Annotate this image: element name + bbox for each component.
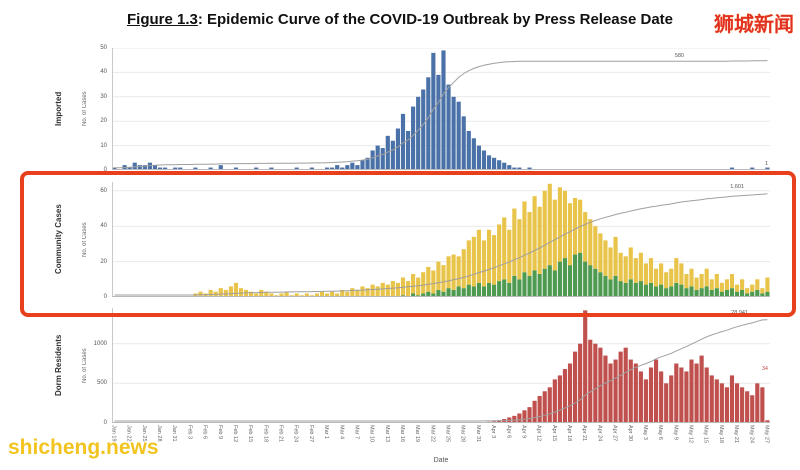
x-tick-label: Mar 25 (444, 425, 451, 443)
figure-title: Figure 1.3: Epidemic Curve of the COVID-… (0, 11, 800, 28)
figure-title-text: : Epidemic Curve of the COVID-19 Outbrea… (197, 11, 674, 28)
panel-community: Community Cases No. of Cases 0 20 40 60 1,6… (0, 182, 800, 300)
x-axis-title: Date (433, 457, 449, 464)
x-tick-label: May 9 (672, 425, 679, 440)
x-tick-label: Feb 27 (307, 425, 314, 443)
y-tick-label: 20 (100, 258, 107, 265)
x-tick-label: Apr 24 (596, 425, 603, 442)
x-tick-label: May 18 (717, 425, 724, 444)
y-tick-label: 0 (103, 420, 107, 426)
y-tick-label: 30 (100, 93, 107, 100)
x-tick-label: Mar 22 (429, 425, 436, 443)
panel-dorm-cumulative-label: 28,941 (731, 310, 748, 316)
x-tick-label: Mar 13 (383, 425, 390, 443)
x-tick-label: Mar 7 (353, 425, 360, 440)
x-tick-label: Jan 31 (171, 425, 178, 442)
x-tick-label: Feb 3 (186, 425, 193, 440)
x-tick-label: Apr 30 (626, 425, 633, 442)
x-tick-label: Jan 25 (140, 425, 147, 442)
panel-dorm: Dorm Residents No. of Cases 0 500 1000 28,… (0, 308, 800, 426)
panel-dorm-title: Dorm Residents (54, 334, 63, 397)
panel-imported-end-label: 1 (764, 161, 768, 167)
x-tick-label: May 27 (763, 425, 770, 444)
panel-imported-cumulative-label: 580 (674, 53, 684, 59)
x-tick-label: May 6 (657, 425, 664, 440)
panel-dorm-yticks: 0 500 1000 (90, 308, 109, 426)
x-tick-label: Mar 4 (338, 425, 345, 440)
x-tick-label: Feb 15 (247, 425, 254, 443)
x-tick-label: Feb 18 (262, 425, 269, 443)
x-tick-label: May 24 (748, 425, 755, 444)
x-tick-label: Feb 24 (292, 425, 299, 443)
panel-dorm-plot: 28,941 34 (112, 308, 770, 423)
panel-community-yticks: 0 20 40 60 (90, 182, 109, 300)
x-tick-label: Mar 31 (474, 425, 481, 443)
x-tick-label: May 15 (702, 425, 709, 444)
panel-imported-bars (112, 48, 770, 170)
y-tick-label: 40 (100, 69, 107, 76)
panel-community-plot: 1,601 (112, 182, 770, 297)
x-tick-label: Apr 27 (611, 425, 618, 442)
x-tick-label: Mar 19 (414, 425, 421, 443)
figure-number: Figure 1.3 (126, 11, 198, 28)
y-tick-label: 50 (100, 45, 107, 51)
panel-community-bars (112, 182, 770, 297)
panel-imported-yticks: 0 10 20 30 40 50 (90, 45, 109, 173)
x-tick-label: Feb 12 (232, 425, 238, 443)
panel-imported: Imported No. of Cases 0 10 20 30 40 50 580 1 (0, 45, 800, 173)
x-tick-label: Apr 21 (581, 425, 588, 442)
panel-dorm-bars (112, 308, 770, 423)
x-tick-label: Feb 6 (201, 425, 208, 440)
panel-community-cumulative-label: 1,601 (730, 184, 744, 190)
x-tick-label: Jan 22 (125, 425, 132, 442)
x-tick-label: Apr 18 (566, 425, 572, 442)
panel-dorm-end-label: 34 (761, 366, 768, 372)
x-tick-label: Apr 6 (505, 425, 512, 439)
panel-imported-title: Imported (54, 91, 63, 127)
x-tick-label: Mar 16 (399, 425, 405, 443)
y-tick-label: 40 (100, 223, 107, 230)
panel-community-title: Community Cases (54, 204, 63, 275)
panel-imported-plot: 580 1 (112, 48, 770, 170)
watermark-site-logo: 狮城新闻 (714, 14, 794, 36)
x-tick-label: Mar 28 (459, 425, 466, 443)
y-tick-label: 20 (100, 118, 107, 125)
x-tick-label: Feb 9 (216, 425, 223, 440)
x-axis-tick-labels: Jan 19 Jan 22 Jan 25 Jan 28 Jan 31 Feb 3 Feb 6… (110, 424, 770, 458)
x-tick-label: Apr 3 (490, 425, 497, 439)
y-tick-label: 1000 (93, 340, 107, 347)
x-tick-label: Mar 1 (323, 425, 330, 440)
x-tick-label: Apr 15 (550, 425, 557, 442)
x-tick-label: Feb 21 (277, 425, 284, 443)
y-tick-label: 500 (96, 380, 107, 387)
x-tick-label: May 3 (642, 425, 648, 440)
x-tick-label: May 12 (687, 425, 694, 444)
y-tick-label: 10 (100, 142, 107, 149)
x-tick-label: Jan 19 (110, 425, 117, 442)
y-tick-label: 0 (103, 167, 107, 173)
x-tick-label: May 21 (733, 425, 740, 444)
watermark-url: shicheng.news (8, 436, 159, 459)
y-tick-label: 60 (100, 187, 107, 194)
x-tick-label: Apr 9 (520, 425, 527, 439)
x-tick-label: Mar 10 (368, 425, 375, 443)
x-tick-label: Jan 28 (156, 425, 163, 442)
x-tick-label: Apr 12 (535, 425, 542, 442)
y-tick-label: 0 (103, 294, 107, 300)
